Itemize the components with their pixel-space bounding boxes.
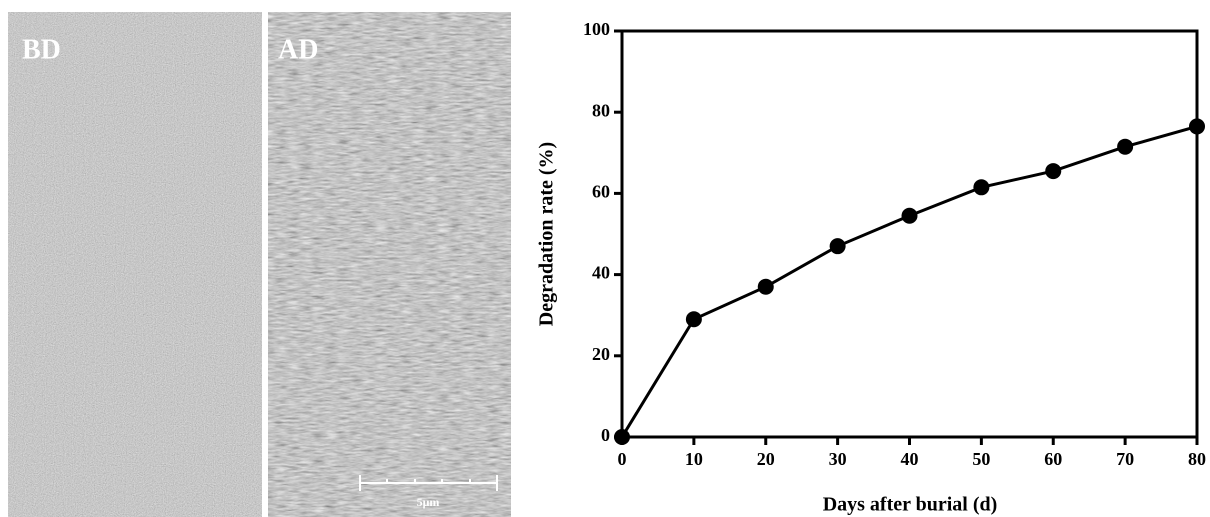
data-point bbox=[1189, 118, 1205, 134]
micrograph-bd-texture bbox=[8, 12, 262, 517]
y-tick-label: 100 bbox=[583, 19, 610, 39]
scale-bar-label: 5μm bbox=[417, 495, 440, 509]
data-point bbox=[614, 429, 630, 445]
x-tick-label: 60 bbox=[1044, 449, 1062, 469]
x-tick-label: 80 bbox=[1188, 449, 1206, 469]
data-point bbox=[758, 279, 774, 295]
y-tick-label: 40 bbox=[592, 263, 610, 283]
data-point bbox=[902, 208, 918, 224]
y-tick-label: 0 bbox=[601, 425, 610, 445]
y-axis-title: Degradation rate (%) bbox=[536, 142, 558, 326]
figure: BD AD 5μm Degradation rate (%) Days afte… bbox=[0, 0, 1210, 517]
x-tick-label: 10 bbox=[685, 449, 703, 469]
data-point bbox=[830, 238, 846, 254]
x-tick-label: 30 bbox=[829, 449, 847, 469]
y-tick-label: 80 bbox=[592, 100, 610, 120]
y-tick-label: 60 bbox=[592, 182, 610, 202]
micrograph-label: AD bbox=[278, 34, 318, 65]
x-tick-label: 20 bbox=[757, 449, 775, 469]
series-line bbox=[622, 126, 1197, 437]
x-tick-label: 40 bbox=[901, 449, 919, 469]
x-axis-title: Days after burial (d) bbox=[823, 494, 998, 516]
x-tick-label: 70 bbox=[1116, 449, 1134, 469]
plot-frame bbox=[622, 31, 1197, 437]
data-point bbox=[686, 311, 702, 327]
micrograph-label: BD bbox=[22, 34, 61, 65]
data-point bbox=[1045, 163, 1061, 179]
data-point bbox=[1117, 139, 1133, 155]
y-tick-label: 20 bbox=[592, 344, 610, 364]
micrograph-ad-texture bbox=[268, 12, 511, 517]
x-tick-label: 50 bbox=[972, 449, 990, 469]
data-point bbox=[973, 179, 989, 195]
x-tick-label: 0 bbox=[618, 449, 627, 469]
